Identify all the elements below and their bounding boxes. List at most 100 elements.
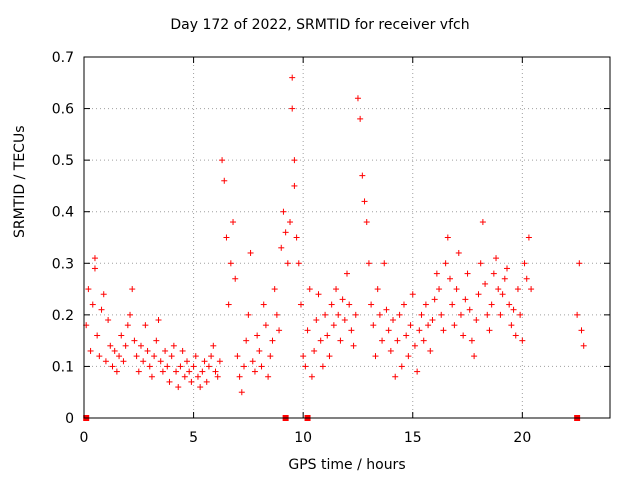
- data-point: [344, 270, 350, 277]
- data-point: [506, 301, 513, 308]
- data-point: [245, 311, 252, 318]
- data-point: [208, 353, 215, 360]
- data-point: [254, 332, 261, 339]
- y-tick-label: 0.3: [52, 256, 74, 272]
- data-point: [576, 260, 583, 267]
- data-point: [517, 311, 524, 318]
- data-point: [339, 296, 346, 303]
- data-point: [232, 275, 239, 282]
- data-point: [166, 378, 173, 385]
- data-point: [127, 311, 134, 318]
- data-point: [385, 327, 392, 334]
- plot-frame: [83, 56, 611, 419]
- data-point: [460, 332, 467, 339]
- data-point: [333, 286, 340, 293]
- data-point: [105, 317, 112, 324]
- data-point: [379, 337, 386, 344]
- data-point: [407, 322, 414, 329]
- data-point: [282, 229, 289, 236]
- data-point: [471, 353, 478, 360]
- data-point: [291, 157, 298, 164]
- data-point: [350, 342, 357, 349]
- data-point: [370, 322, 377, 329]
- data-point: [363, 219, 370, 226]
- data-point: [521, 260, 528, 267]
- data-point: [464, 270, 471, 277]
- data-point: [135, 368, 142, 375]
- data-point: [240, 363, 247, 370]
- data-points: [83, 74, 587, 421]
- data-point: [425, 322, 432, 329]
- data-point: [578, 327, 585, 334]
- data-point: [328, 301, 335, 308]
- data-point: [433, 270, 440, 277]
- data-point: [273, 311, 280, 318]
- data-point: [330, 322, 337, 329]
- data-point: [212, 368, 219, 375]
- data-point: [420, 337, 427, 344]
- data-point: [192, 353, 199, 360]
- data-point: [319, 363, 326, 370]
- data-point: [98, 306, 105, 313]
- data-point: [280, 208, 287, 215]
- data-point: [508, 322, 515, 329]
- data-point: [352, 311, 359, 318]
- data-point: [398, 363, 405, 370]
- data-point: [227, 260, 234, 267]
- data-point: [159, 368, 166, 375]
- data-point: [488, 301, 495, 308]
- x-tick-label: 10: [294, 430, 312, 446]
- data-point: [341, 317, 348, 324]
- data-point: [418, 311, 425, 318]
- data-point: [354, 95, 361, 102]
- y-tick-label: 0.2: [52, 308, 74, 324]
- data-point: [501, 275, 508, 282]
- data-point: [322, 311, 329, 318]
- data-point: [87, 347, 94, 354]
- data-point: [122, 342, 129, 349]
- data-point: [146, 363, 153, 370]
- axis-ticks: 0 0.1 0.2 0.3 0.4 0.5 0.6 0.7 0 5 10 15 20: [52, 50, 610, 446]
- data-point: [179, 347, 186, 354]
- data-point: [177, 363, 184, 370]
- data-point: [219, 157, 226, 164]
- data-point: [304, 327, 311, 334]
- data-point: [383, 306, 390, 313]
- data-point: [453, 286, 460, 293]
- data-point: [442, 260, 449, 267]
- data-point: [396, 311, 403, 318]
- data-point: [359, 172, 366, 179]
- data-point: [102, 358, 109, 365]
- data-point: [427, 347, 434, 354]
- data-point: [313, 317, 320, 324]
- data-point: [514, 286, 521, 293]
- data-point: [411, 342, 418, 349]
- data-point: [91, 255, 98, 262]
- data-point: [155, 317, 162, 324]
- data-point: [416, 327, 423, 334]
- data-point: [311, 347, 318, 354]
- data-point: [256, 347, 263, 354]
- data-point: [438, 311, 445, 318]
- data-point: [243, 337, 250, 344]
- data-point: [468, 337, 475, 344]
- data-point: [157, 358, 164, 365]
- data-point: [142, 322, 149, 329]
- data-point: [190, 363, 197, 370]
- data-point: [221, 177, 228, 184]
- data-point: [493, 255, 500, 262]
- data-point: [451, 322, 458, 329]
- data-point: [462, 296, 469, 303]
- data-point: [291, 182, 298, 189]
- data-point: [129, 286, 136, 293]
- chart-title: Day 172 of 2022, SRMTID for receiver vfc…: [170, 17, 470, 33]
- data-point: [96, 353, 103, 360]
- data-point: [528, 286, 535, 293]
- data-point: [403, 332, 410, 339]
- data-point: [124, 322, 131, 329]
- data-point: [486, 327, 493, 334]
- data-point: [144, 347, 151, 354]
- data-point: [368, 301, 375, 308]
- data-point: [405, 353, 412, 360]
